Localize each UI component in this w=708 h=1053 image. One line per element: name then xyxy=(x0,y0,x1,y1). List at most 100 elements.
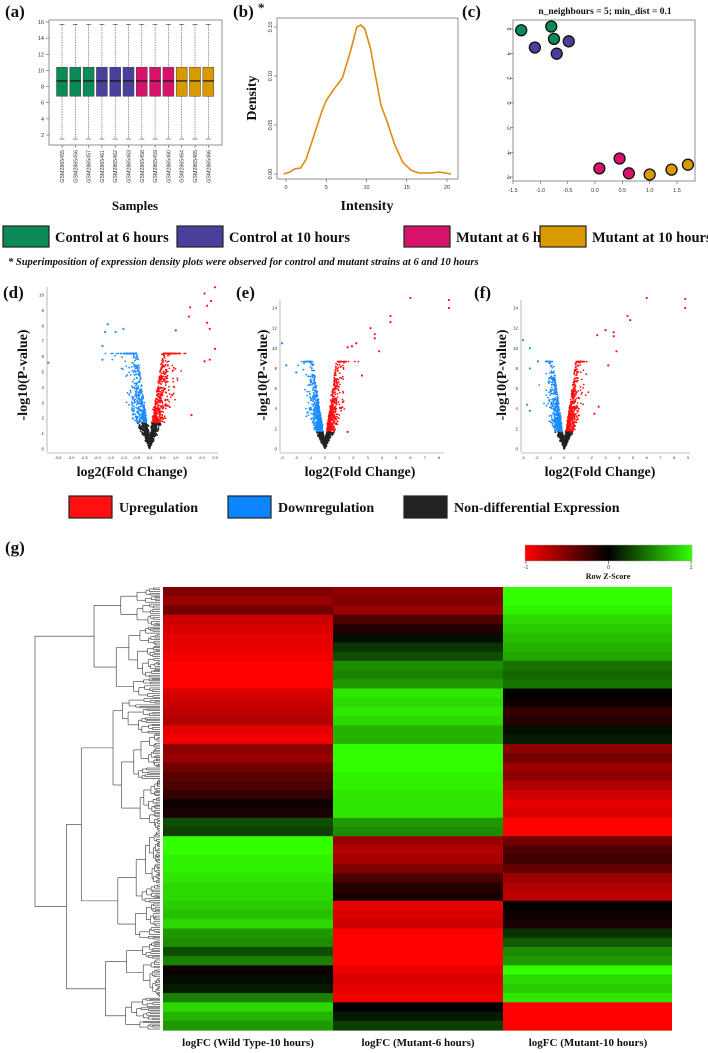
volcano-point xyxy=(129,374,132,376)
volcano-point xyxy=(159,395,161,398)
volcano-point xyxy=(341,401,344,404)
volcano-point xyxy=(551,424,554,426)
volcano-point xyxy=(572,427,575,429)
volcano-point xyxy=(570,434,572,436)
volcano-point xyxy=(161,391,164,394)
volcano-point xyxy=(138,367,141,369)
legend-label: Downregulation xyxy=(278,501,374,516)
volcano-point xyxy=(341,406,344,409)
volcano-point xyxy=(315,417,318,420)
volcano-point xyxy=(140,385,143,388)
heatmap-cell xyxy=(503,743,672,754)
volcano-point xyxy=(553,377,556,379)
volcano-point xyxy=(311,364,314,367)
volcano-point xyxy=(389,314,392,318)
volcano-point xyxy=(150,431,153,434)
volcano-point xyxy=(144,431,147,434)
volcano-d-xlabel: log2(Fold Change) xyxy=(77,465,188,480)
volcano-point xyxy=(528,367,531,370)
volcano-point xyxy=(345,360,348,363)
volcano-point xyxy=(350,345,354,348)
volcano-point xyxy=(554,374,556,377)
y-tick-label: 10 xyxy=(513,346,519,351)
x-tick-label: 8 xyxy=(438,455,441,460)
volcano-point xyxy=(552,411,555,414)
y-tick-label: 6 xyxy=(274,386,277,391)
volcano-point xyxy=(333,389,336,391)
volcano-point xyxy=(302,368,305,371)
volcano-point xyxy=(156,405,159,408)
heatmap-cell xyxy=(333,873,503,883)
volcano-point xyxy=(155,409,158,412)
heatmap-cell xyxy=(333,605,503,616)
y-tick-label: 12 xyxy=(513,326,519,331)
volcano-point xyxy=(213,286,217,289)
heatmap-cell xyxy=(503,762,672,773)
volcano-point xyxy=(159,418,162,420)
volcano-point xyxy=(135,376,138,379)
y-tick-label: 4 xyxy=(515,406,518,411)
volcano-point xyxy=(551,366,554,369)
volcano-point xyxy=(307,375,310,378)
heatmap-cell xyxy=(503,937,672,948)
volcano-point xyxy=(554,397,557,399)
heatmap-cell xyxy=(163,605,333,616)
volcano-point xyxy=(140,377,142,379)
heatmap-cell xyxy=(333,946,503,957)
heatmap-cell xyxy=(333,863,503,874)
heatmap-cell xyxy=(163,937,333,948)
volcano-point xyxy=(342,366,345,369)
volcano-point xyxy=(139,426,142,428)
volcano-point xyxy=(149,442,151,444)
volcano-point xyxy=(112,352,114,355)
box xyxy=(96,66,108,97)
volcano-point xyxy=(152,418,155,421)
volcano-point xyxy=(318,409,321,412)
volcano-point xyxy=(322,433,324,435)
volcano-point xyxy=(557,431,560,434)
heatmap-cell xyxy=(163,946,333,957)
volcano-point xyxy=(176,377,179,380)
x-tick-label: 3 xyxy=(367,455,370,460)
volcano-point xyxy=(131,396,134,398)
volcano-point xyxy=(312,422,315,425)
volcano-point xyxy=(355,342,358,345)
heatmap-cell xyxy=(503,854,672,865)
y-tick-label: 2 xyxy=(41,416,44,421)
volcano-point xyxy=(573,417,576,420)
volcano-point xyxy=(133,409,136,412)
y-tick-label: 9 xyxy=(41,308,44,313)
y-tick-label: 0.00 xyxy=(268,169,274,180)
volcano-point xyxy=(573,371,576,374)
volcano-point xyxy=(576,377,578,379)
volcano-point xyxy=(168,353,171,356)
volcano-point xyxy=(122,327,125,330)
x-tick-label: 0 xyxy=(563,455,566,460)
volcano-point xyxy=(156,434,159,436)
volcano-point xyxy=(158,415,161,418)
y-tick-label: 2 xyxy=(515,426,518,431)
volcano-point xyxy=(337,370,339,372)
volcano-point xyxy=(550,402,553,404)
volcano-point xyxy=(332,417,335,420)
volcano-point xyxy=(582,403,585,406)
y-tick-label: 8 xyxy=(274,366,277,371)
volcano-point xyxy=(161,420,164,423)
volcano-point xyxy=(129,352,132,355)
heatmap-cell xyxy=(503,605,672,616)
sample-label: GSM2865464 xyxy=(180,150,186,183)
heatmap-cell xyxy=(503,882,672,893)
volcano-point xyxy=(134,398,137,401)
volcano-point xyxy=(316,412,319,415)
volcano-point xyxy=(571,421,574,424)
volcano-point xyxy=(559,434,561,437)
volcano-point xyxy=(574,385,577,387)
boxplot-xlabel: Samples xyxy=(112,198,158,213)
heatmap-cell xyxy=(503,836,672,847)
volcano-point xyxy=(161,377,164,380)
volcano-point xyxy=(159,393,162,395)
volcano-point xyxy=(341,398,344,401)
volcano-point xyxy=(139,413,142,416)
volcano-point xyxy=(300,360,303,363)
volcano-point xyxy=(573,402,575,405)
